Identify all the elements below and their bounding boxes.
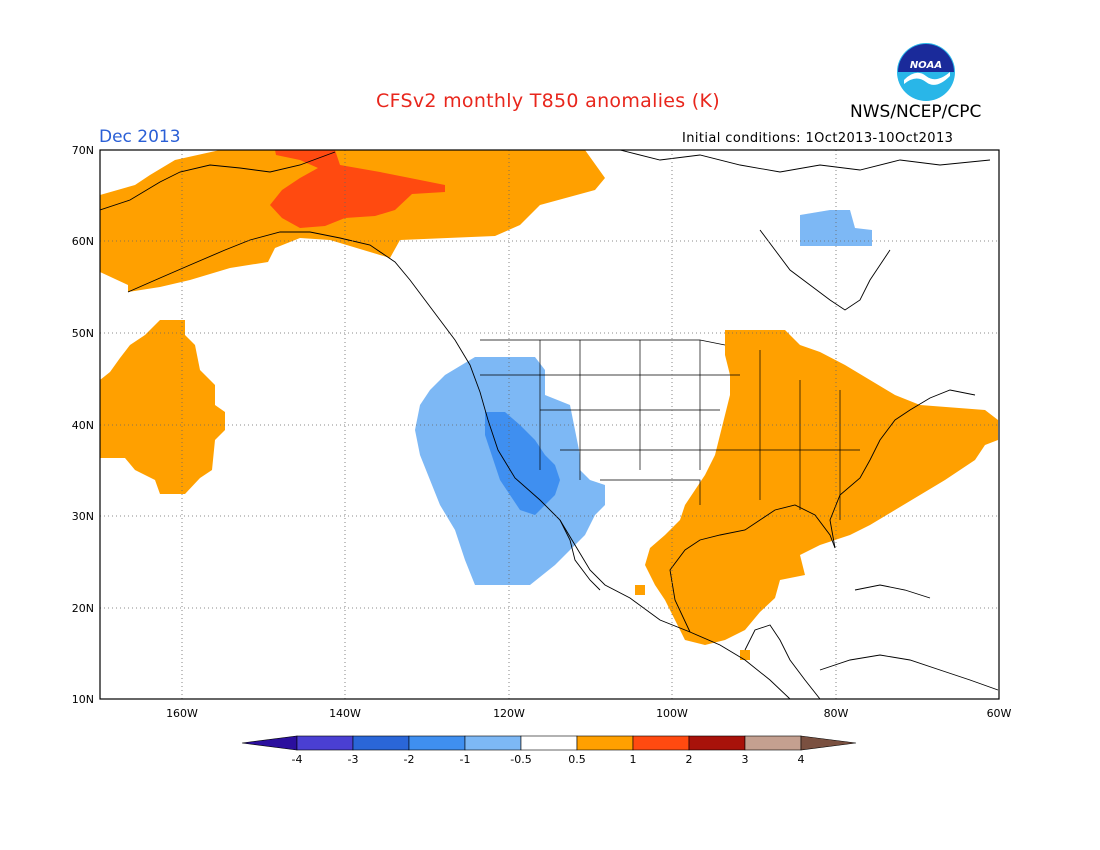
colorbar-tick-label: -3: [348, 753, 359, 766]
lon-label-100w: 100W: [656, 707, 688, 720]
lon-label-60w: 60W: [987, 707, 1012, 720]
colorbar-bin: [744, 735, 802, 751]
anomaly-pacific-orange: [100, 320, 225, 494]
colorbar: -4 -3 -2 -1 -0.5 0.5 1 2 3 4: [241, 735, 857, 766]
colorbar-arrow-high: [800, 735, 857, 751]
colorbar-tick-label: 4: [798, 753, 805, 766]
lon-label-120w: 120W: [493, 707, 525, 720]
anomaly-baja-orange: [635, 585, 645, 595]
colorbar-tick-label: 0.5: [568, 753, 586, 766]
anomaly-alaska-red: [270, 150, 445, 228]
anomaly-hudson-lightblue: [800, 210, 872, 246]
colorbar-tick-label: -4: [292, 753, 303, 766]
state-borders: [480, 339, 860, 520]
lat-label-20n: 20N: [72, 602, 94, 615]
lat-label-10n: 10N: [72, 693, 94, 706]
anomaly-west-midblue: [485, 412, 560, 515]
colorbar-bin: [408, 735, 466, 751]
valid-month: Dec 2013: [99, 127, 181, 147]
colorbar-tick-label: 2: [686, 753, 693, 766]
coastlines: [100, 150, 999, 699]
colorbar-tick-label: 1: [630, 753, 637, 766]
noaa-logo-icon: NOAA: [897, 43, 955, 101]
colorbar-arrow-low: [241, 735, 298, 751]
colorbar-bin: [296, 735, 354, 751]
colorbar-bin: [520, 735, 578, 751]
anomaly-alaska-orange: [100, 150, 605, 292]
lat-label-60n: 60N: [72, 235, 94, 248]
colorbar-bin: [352, 735, 410, 751]
lon-labels: 160W 140W 120W 100W 80W 60W: [166, 707, 1011, 720]
lat-label-70n: 70N: [72, 144, 94, 157]
agency-label: NWS/NCEP/CPC: [850, 102, 982, 122]
initial-conditions: Initial conditions: 1Oct2013-10Oct2013: [682, 131, 954, 146]
colorbar-tick-label: -0.5: [510, 753, 531, 766]
lon-label-80w: 80W: [824, 707, 849, 720]
colorbar-bin: [632, 735, 690, 751]
anomaly-layer: [100, 150, 999, 699]
logo-text: NOAA: [910, 60, 942, 71]
anomaly-yucatan-orange: [740, 650, 750, 660]
colorbar-bin: [464, 735, 522, 751]
map-frame: [99, 149, 1000, 700]
lat-label-40n: 40N: [72, 419, 94, 432]
lat-label-30n: 30N: [72, 510, 94, 523]
lat-label-50n: 50N: [72, 327, 94, 340]
colorbar-tick-label: 3: [742, 753, 749, 766]
colorbar-bin: [576, 735, 634, 751]
lon-label-140w: 140W: [329, 707, 361, 720]
lat-labels: 70N 60N 50N 40N 30N 20N 10N: [72, 144, 94, 706]
colorbar-tick-label: -1: [460, 753, 471, 766]
colorbar-bin: [688, 735, 746, 751]
anomaly-east-orange: [645, 330, 998, 645]
chart-title: CFSv2 monthly T850 anomalies (K): [376, 90, 720, 112]
colorbar-tick-label: -2: [404, 753, 415, 766]
lon-label-160w: 160W: [166, 707, 198, 720]
